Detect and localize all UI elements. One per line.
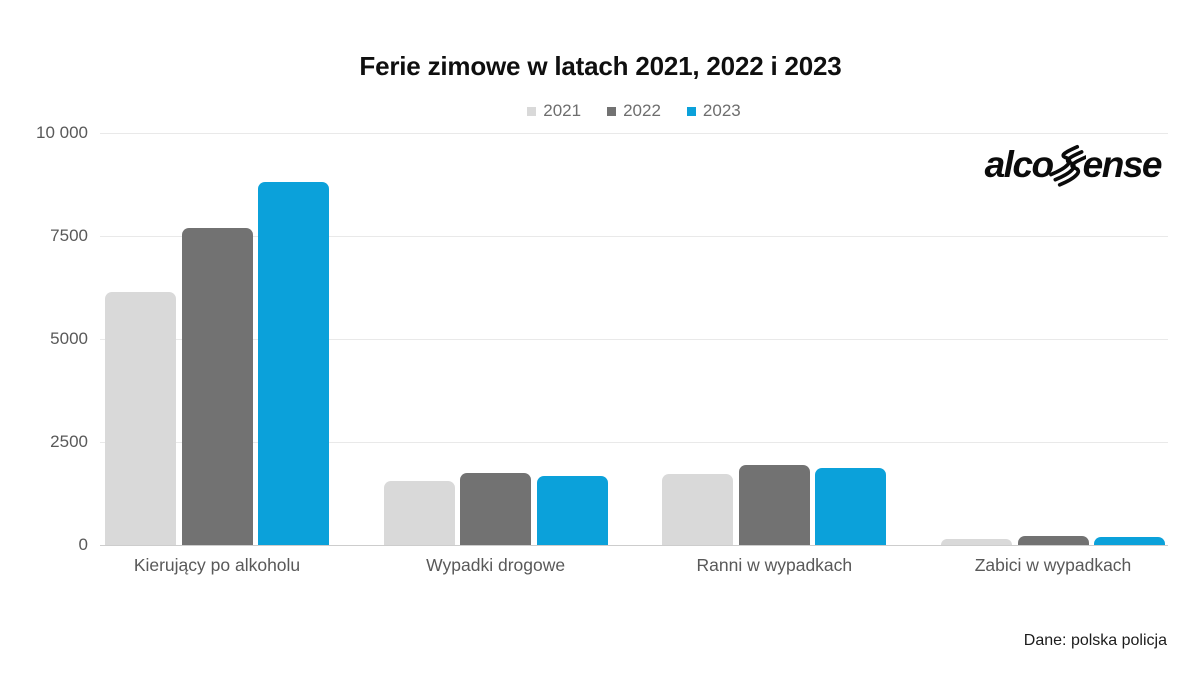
gridline-2500: [100, 442, 1168, 443]
legend-item-2023: 2023: [686, 101, 741, 121]
legend-swatch-icon: [607, 106, 617, 116]
legend-label: 2021: [543, 101, 582, 120]
legend-swatch-icon: [686, 106, 696, 116]
gridline-5000: [100, 339, 1168, 340]
source-note: Dane: polska policja: [1023, 632, 1167, 649]
bar-2023-4: [1094, 537, 1165, 545]
x-axis: Kierujący po alkoholu Wypadki drogowe Rann…: [100, 555, 1168, 579]
legend-label: 2022: [623, 101, 661, 120]
bar-2022-1: [181, 227, 253, 545]
logo-s-swoosh-icon: [1048, 144, 1086, 187]
y-axis-tick-label: 0: [78, 535, 88, 554]
brand-logo-text-suffix: ense: [1082, 144, 1163, 185]
bar-2022-4: [1017, 536, 1089, 545]
bar-2022-3: [738, 465, 810, 545]
gridline-10000: [100, 133, 1168, 134]
bar-2023-1: [258, 182, 329, 545]
bar-group-1: [105, 133, 329, 545]
brand-logo-text-prefix: alco: [984, 144, 1055, 185]
bar-2023-2: [536, 476, 608, 545]
y-axis-tick-label: 7500: [50, 226, 88, 245]
bar-group-4: [941, 133, 1165, 545]
bar-group-2: [383, 133, 608, 545]
legend-item-2021: 2021: [527, 101, 581, 121]
chart-title: Ferie zimowe w latach 2021, 2022 i 2023: [359, 51, 842, 81]
legend-swatch-icon: [527, 106, 537, 116]
x-axis-category-label: Kierujący po alkoholu: [133, 555, 301, 575]
y-axis-tick-label: 2500: [50, 432, 88, 451]
plot-area: [100, 133, 1168, 546]
gridline-0: [100, 545, 1168, 546]
legend: 2021 2022 2023: [100, 101, 1168, 121]
x-axis-category-label: Zabici w wypadkach: [974, 555, 1132, 575]
bar-2022-2: [460, 473, 532, 545]
brand-logo: alco ense: [984, 137, 1163, 193]
bar-2021-3: [662, 473, 734, 545]
legend-label: 2023: [702, 101, 741, 120]
x-axis-category-label: Wypadki drogowe: [426, 555, 566, 575]
y-axis: 0 2500 5000 7500 10 000: [0, 123, 88, 554]
y-axis-tick-label: 10 000: [36, 123, 88, 142]
bar-group-3: [662, 133, 887, 545]
y-axis-tick-label: 5000: [50, 329, 88, 348]
bar-2021-4: [941, 538, 1012, 545]
legend-item-2022: 2022: [607, 101, 661, 121]
x-axis-category-label: Ranni w wypadkach: [696, 555, 853, 575]
gridline-7500: [100, 236, 1168, 237]
bar-2021-2: [383, 481, 455, 545]
bar-2021-1: [105, 291, 176, 545]
bar-2023-3: [815, 468, 887, 545]
